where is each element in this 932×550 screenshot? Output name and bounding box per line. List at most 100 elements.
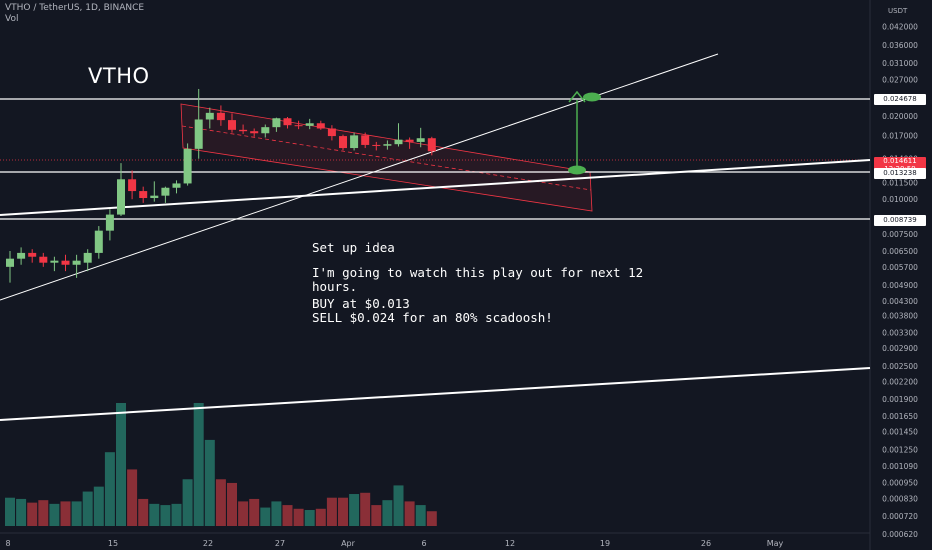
candle-body <box>128 179 137 192</box>
y-tick-label: 0.001650 <box>882 412 918 421</box>
volume-bar <box>38 500 49 526</box>
note-line-5: SELL $0.024 for an 80% scadoosh! <box>312 310 553 325</box>
volume-label: Vol <box>5 14 19 24</box>
x-tick-label: Apr <box>341 539 356 548</box>
candle-body <box>405 139 414 142</box>
channel-midline <box>181 125 592 191</box>
candle-body <box>316 123 325 129</box>
x-tick-label: 19 <box>600 539 610 548</box>
descending-channel <box>180 103 593 212</box>
volume-bar <box>260 507 271 526</box>
y-tick-label: 0.002200 <box>882 377 918 386</box>
volume-bar <box>71 501 82 526</box>
candle-body <box>139 191 148 199</box>
volume-bar <box>382 500 393 526</box>
candle-body <box>339 136 347 149</box>
candle-body <box>216 112 225 121</box>
candle-body <box>183 148 192 184</box>
x-tick-label: 27 <box>275 539 285 548</box>
candle-body <box>194 119 203 149</box>
volume-bar <box>393 485 404 526</box>
y-tick-label: 0.000950 <box>882 478 918 487</box>
entry-marker <box>568 165 586 175</box>
candle-body <box>117 179 125 215</box>
volume-bar <box>49 503 60 526</box>
volume-bar <box>326 497 337 526</box>
candle-body <box>150 195 159 199</box>
candle-body <box>39 256 48 263</box>
y-tick-label: 0.007500 <box>882 230 918 239</box>
symbol-header: VTHO / TetherUS, 1D, BINANCE <box>5 3 145 13</box>
candle-body <box>161 187 170 196</box>
volume-bar <box>182 479 193 526</box>
candle-body <box>327 128 336 137</box>
y-tick-label: 0.027000 <box>882 76 918 85</box>
y-tick-label: 0.001090 <box>882 462 918 471</box>
current-price: 0.014611 <box>883 157 917 165</box>
volume-bar <box>5 497 15 526</box>
candle-body <box>228 120 236 130</box>
x-tick-label: 12 <box>505 539 515 548</box>
y-tick-label: 0.017000 <box>882 131 918 140</box>
y-tick-label: 0.020000 <box>882 112 918 121</box>
y-tick-label: 0.002900 <box>882 344 918 353</box>
x-tick-label: 15 <box>108 539 118 548</box>
candle-body <box>83 252 92 263</box>
volume-bar <box>160 505 171 526</box>
x-tick-label: 8 <box>5 539 10 548</box>
candle-body <box>61 260 70 265</box>
candle-body <box>250 131 259 134</box>
volume-bar <box>27 502 38 526</box>
volume-bar <box>282 505 293 526</box>
support-price-badge: 0.008739 <box>874 215 926 226</box>
note-line-1: Set up idea <box>312 240 395 255</box>
y-tick-label: 0.000620 <box>882 530 918 539</box>
volume-bar <box>171 503 182 526</box>
volume-bar <box>249 498 260 526</box>
volume-bar <box>204 439 215 526</box>
volume-bar <box>193 403 204 526</box>
volume-bar <box>338 497 348 526</box>
y-tick-label: 0.001250 <box>882 445 918 454</box>
y-tick-label: 0.001450 <box>882 428 918 437</box>
volume-bar <box>349 494 360 526</box>
note-line-2: I'm going to watch this play out for nex… <box>312 265 644 280</box>
volume-bar <box>293 508 304 526</box>
currency-unit: USDT <box>888 7 908 15</box>
candle-body <box>272 118 281 128</box>
volume-bar <box>138 498 149 526</box>
candle-body <box>361 135 370 145</box>
volume-bar <box>304 510 315 526</box>
volume-bar <box>371 505 382 526</box>
candle-body <box>94 230 103 253</box>
x-tick-label: 26 <box>701 539 711 548</box>
candle-body <box>350 135 359 149</box>
volume-bar <box>426 511 437 526</box>
y-tick-label: 0.002500 <box>882 362 918 371</box>
x-tick-label: May <box>767 539 784 548</box>
note-line-3: hours. <box>312 279 358 294</box>
volume-bar <box>215 479 226 526</box>
y-tick-label: 0.004900 <box>882 281 918 290</box>
candle-body <box>383 144 392 146</box>
candle-body <box>50 260 59 263</box>
candle-body <box>6 258 14 267</box>
candle-body <box>172 183 181 188</box>
candle-body <box>283 118 292 126</box>
candle-body <box>305 123 314 126</box>
volume-bar <box>82 491 93 526</box>
volume-bar <box>93 486 104 526</box>
volume-bar <box>227 482 237 526</box>
target-marker <box>583 92 601 102</box>
note-line-4: BUY at $0.013 <box>312 296 410 311</box>
y-tick-label: 0.005700 <box>882 263 918 272</box>
candle-body <box>28 252 37 257</box>
volume-bar <box>271 501 282 526</box>
y-tick-label: 0.004300 <box>882 297 918 306</box>
volume-bar <box>360 492 371 526</box>
volume-bar <box>60 501 71 526</box>
y-tick-label: 0.042000 <box>882 23 918 32</box>
candle-body <box>239 129 248 132</box>
